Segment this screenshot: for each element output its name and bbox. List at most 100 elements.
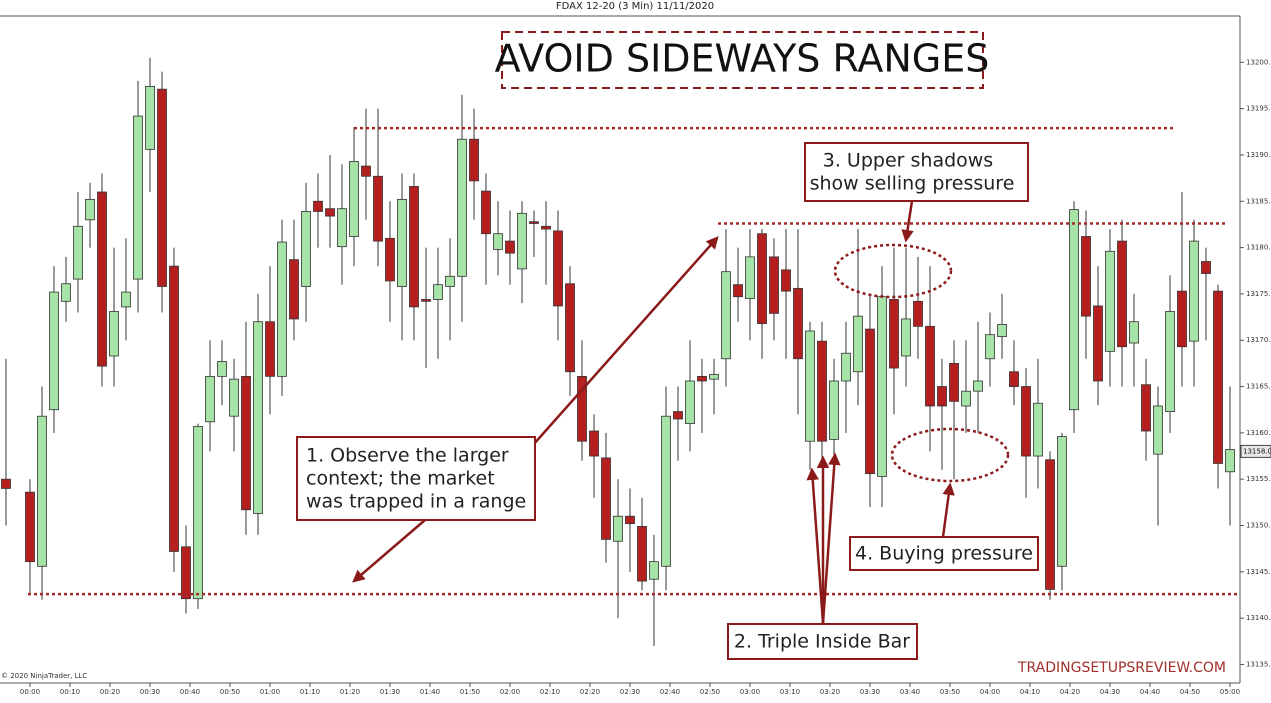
x-tick-label: 02:40	[660, 688, 680, 696]
candle-body	[1069, 209, 1079, 411]
y-tick-label: 13140.0	[1246, 614, 1271, 622]
x-tick-label: 03:20	[820, 688, 840, 696]
y-tick-label: 13155.0	[1246, 475, 1271, 483]
note-text: 1. Observe the larger	[306, 445, 509, 467]
heading-box	[501, 31, 984, 89]
candle-body	[1165, 311, 1175, 412]
y-tick-label: 13190.0	[1246, 151, 1271, 159]
candle-body	[193, 425, 203, 600]
candle-body	[73, 225, 83, 280]
x-tick-label: 01:00	[260, 688, 280, 696]
candle-body	[901, 318, 911, 357]
note-text: context; the market	[306, 468, 495, 490]
candle-body	[1129, 321, 1139, 344]
candle-body	[85, 199, 95, 221]
candle-body	[109, 311, 119, 357]
candle-body	[985, 334, 995, 360]
x-tick-label: 05:00	[1220, 688, 1240, 696]
candle-body	[433, 284, 443, 300]
last-price-marker	[1240, 444, 1271, 458]
x-tick-label: 03:50	[940, 688, 960, 696]
candle-body	[673, 411, 683, 420]
candle-body	[241, 375, 251, 511]
x-tick-label: 03:30	[860, 688, 880, 696]
y-tick-label: 13185.0	[1246, 197, 1271, 205]
candle-body	[1213, 290, 1223, 464]
candle-body	[61, 283, 71, 302]
candle-body	[565, 283, 575, 373]
candle-body	[1009, 371, 1019, 387]
candle-body	[889, 299, 899, 369]
candle-body	[493, 233, 503, 250]
note-text: 2. Triple Inside Bar	[734, 631, 910, 653]
candle-body	[277, 241, 287, 377]
candle-body	[697, 375, 707, 382]
arrow	[352, 519, 426, 583]
candle-body	[217, 361, 227, 377]
last-price-label: 13158.0	[1243, 447, 1271, 455]
candle-body	[265, 321, 275, 377]
candle-body	[877, 296, 887, 477]
candle-body	[553, 230, 563, 307]
candle-body	[733, 284, 743, 298]
candle-body	[253, 321, 263, 514]
x-tick-label: 02:20	[580, 688, 600, 696]
note-box	[804, 142, 1029, 202]
y-tick-label: 13175.0	[1246, 290, 1271, 298]
y-tick-label: 13135.0	[1246, 660, 1271, 668]
note-text: show selling pressure	[810, 173, 1015, 195]
note-text: 3. Upper shadows	[823, 150, 993, 172]
candle-body	[373, 175, 383, 242]
y-tick-label: 13145.0	[1246, 568, 1271, 576]
candle-body	[541, 225, 551, 230]
candle-body	[1225, 449, 1235, 473]
x-tick-label: 01:20	[340, 688, 360, 696]
candle-body	[649, 561, 659, 580]
x-tick-label: 00:20	[100, 688, 120, 696]
candle-body	[385, 237, 395, 282]
x-tick-label: 01:50	[460, 688, 480, 696]
candle-body	[997, 324, 1007, 337]
x-tick-label: 02:50	[700, 688, 720, 696]
candle-body	[1201, 261, 1211, 274]
candle-body	[325, 208, 335, 217]
candle-body	[793, 287, 803, 360]
x-tick-label: 04:40	[1140, 688, 1160, 696]
candle-body	[457, 138, 467, 277]
note-box	[296, 436, 536, 521]
candle-body	[601, 457, 611, 540]
candle-body	[1153, 405, 1163, 455]
watermark: TRADINGSETUPSREVIEW.COM	[1017, 660, 1226, 676]
x-tick-label: 03:40	[900, 688, 920, 696]
candle-body	[133, 115, 143, 280]
candle-body	[709, 374, 719, 380]
candle-body	[829, 380, 839, 440]
candle-body	[505, 240, 515, 254]
candle-body	[1117, 240, 1127, 348]
candle-body	[769, 256, 779, 314]
candle-body	[25, 491, 35, 563]
candle-body	[577, 375, 587, 442]
candle-body	[937, 386, 947, 407]
candle-body	[229, 378, 239, 417]
candle-body	[781, 269, 791, 292]
x-tick-label: 04:50	[1180, 688, 1200, 696]
candle-body	[445, 275, 455, 287]
x-tick-label: 03:00	[740, 688, 760, 696]
candle-body	[949, 362, 959, 402]
candle-body	[1141, 384, 1151, 432]
x-tick-label: 04:20	[1060, 688, 1080, 696]
x-tick-label: 04:00	[980, 688, 1000, 696]
candle-body	[421, 299, 431, 302]
candle-body	[481, 190, 491, 235]
heading: AVOID SIDEWAYS RANGES	[495, 37, 990, 81]
note-box	[727, 623, 918, 660]
candle-body	[961, 390, 971, 407]
candle-body	[121, 291, 131, 308]
x-tick-label: 00:00	[20, 688, 40, 696]
candle-body	[349, 161, 359, 237]
y-tick-label: 13180.0	[1246, 244, 1271, 252]
candle-body	[205, 375, 215, 423]
